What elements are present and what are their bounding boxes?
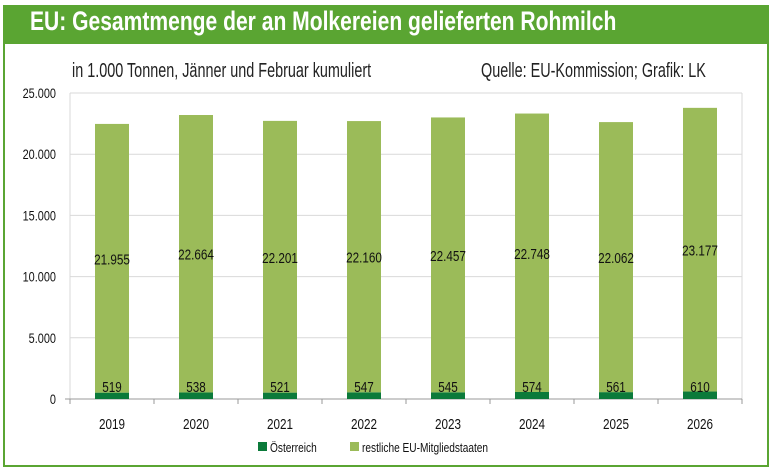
y-tick-label: 20.000	[23, 147, 56, 163]
x-tick-label: 2026	[687, 416, 713, 433]
x-tick-label: 2023	[435, 416, 461, 433]
bar-oesterreich-2025	[599, 392, 633, 399]
legend-swatch	[258, 442, 267, 451]
legend-label: Österreich	[270, 441, 317, 455]
data-label-oesterreich: 545	[438, 379, 458, 396]
bar-oesterreich-2026	[683, 391, 717, 399]
x-tick-label: 2025	[603, 416, 629, 433]
chart-frame	[3, 5, 769, 467]
bar-restliche-eu-2023	[431, 117, 465, 393]
data-label-restliche-eu: 22.160	[346, 249, 382, 266]
legend-swatch	[350, 442, 359, 451]
x-tick-label: 2022	[351, 416, 377, 433]
bar-restliche-eu-2024	[515, 113, 549, 392]
bar-oesterreich-2019	[95, 392, 129, 399]
data-label-restliche-eu: 22.664	[178, 246, 214, 263]
x-tick-label: 2024	[519, 416, 545, 433]
bar-restliche-eu-2019	[95, 123, 129, 393]
chart-subtitle: in 1.000 Tonnen, Jänner und Februar kumu…	[72, 60, 372, 82]
data-label-oesterreich: 610	[690, 379, 710, 396]
data-label-restliche-eu: 22.062	[598, 250, 634, 267]
x-tick-label: 2021	[267, 416, 293, 433]
bar-oesterreich-2024	[515, 391, 549, 399]
data-label-restliche-eu: 23.177	[682, 242, 718, 259]
bar-oesterreich-2021	[263, 392, 297, 399]
chart-source: Quelle: EU-Kommission; Grafik: LK	[481, 60, 706, 82]
bar-oesterreich-2020	[179, 392, 213, 399]
data-label-restliche-eu: 22.201	[262, 249, 298, 266]
data-label-restliche-eu: 22.457	[430, 248, 466, 265]
x-tick-label: 2020	[183, 416, 209, 433]
data-label-oesterreich: 547	[354, 379, 374, 396]
y-tick-label: 5.000	[29, 331, 56, 347]
y-tick-label: 10.000	[23, 269, 56, 285]
x-tick-label: 2019	[99, 416, 125, 433]
legend-label: restliche EU-Mitgliedstaaten	[362, 441, 488, 455]
y-tick-label: 0	[50, 392, 56, 408]
bar-restliche-eu-2025	[599, 122, 633, 393]
data-label-restliche-eu: 21.955	[94, 251, 130, 268]
bar-restliche-eu-2026	[683, 107, 717, 392]
y-tick-label: 25.000	[23, 86, 56, 102]
y-tick-label: 15.000	[23, 208, 56, 224]
chart-title: EU: Gesamtmenge der an Molkereien gelief…	[30, 6, 617, 36]
data-label-oesterreich: 561	[606, 379, 626, 396]
data-label-oesterreich: 538	[186, 379, 206, 396]
bar-restliche-eu-2022	[347, 121, 381, 393]
title-bar	[3, 5, 769, 44]
data-label-oesterreich: 519	[102, 379, 122, 396]
bar-restliche-eu-2020	[179, 115, 213, 393]
data-label-oesterreich: 574	[522, 379, 542, 396]
data-label-restliche-eu: 22.748	[514, 245, 550, 262]
bar-oesterreich-2023	[431, 392, 465, 399]
bar-oesterreich-2022	[347, 392, 381, 399]
bar-restliche-eu-2021	[263, 120, 297, 393]
data-label-oesterreich: 521	[270, 379, 290, 396]
